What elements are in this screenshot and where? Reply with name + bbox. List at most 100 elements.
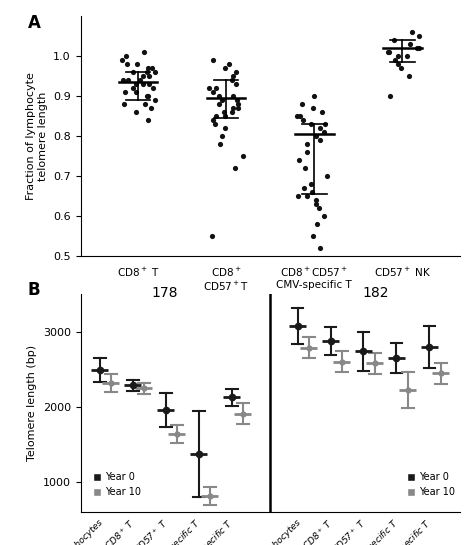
Point	[413, 44, 420, 53]
Point	[229, 92, 237, 101]
Point	[307, 120, 315, 129]
Text: CD8$^+$ T: CD8$^+$ T	[117, 266, 159, 279]
Point	[123, 60, 131, 69]
Point	[129, 84, 137, 93]
Point	[316, 124, 324, 132]
Point	[319, 108, 326, 117]
Point	[309, 104, 317, 113]
Point	[146, 72, 153, 81]
Point	[141, 48, 148, 57]
Point	[397, 64, 404, 72]
Point	[406, 40, 413, 49]
Point	[294, 192, 301, 201]
Text: CD8$^+$CD57$^+$: CD8$^+$CD57$^+$	[281, 266, 348, 279]
Point	[129, 68, 137, 77]
Point	[299, 116, 306, 125]
Point	[294, 112, 301, 120]
Point	[221, 112, 229, 120]
Point	[415, 44, 422, 53]
Point	[218, 132, 225, 141]
Text: CD57$^+$ NK: CD57$^+$ NK	[374, 266, 431, 279]
Point	[394, 52, 401, 60]
Point	[225, 60, 232, 69]
Point	[133, 60, 140, 69]
Point	[307, 180, 315, 189]
Point	[385, 48, 393, 57]
Point	[312, 200, 320, 209]
Text: 182: 182	[363, 286, 389, 300]
Point	[312, 196, 320, 204]
Text: 178: 178	[151, 286, 178, 300]
Point	[132, 80, 140, 89]
Point	[144, 64, 152, 72]
Point	[228, 108, 236, 117]
Point	[118, 56, 126, 65]
Point	[233, 96, 241, 105]
Point	[209, 232, 216, 240]
Point	[220, 108, 228, 117]
Point	[415, 32, 423, 41]
Point	[211, 120, 219, 129]
Point	[151, 68, 158, 77]
Text: CMV-specific T: CMV-specific T	[276, 280, 352, 290]
Point	[234, 104, 242, 113]
Point	[316, 136, 324, 144]
Point	[313, 220, 320, 228]
Point	[303, 148, 310, 156]
Point	[303, 192, 311, 201]
Point	[219, 96, 226, 105]
Point	[301, 184, 308, 192]
Point	[228, 76, 236, 84]
Point	[213, 112, 220, 120]
Point	[391, 36, 398, 45]
Point	[234, 100, 242, 108]
Point	[403, 52, 411, 60]
Point	[406, 72, 413, 81]
Point	[144, 116, 151, 125]
Point	[386, 92, 394, 101]
Point	[384, 48, 392, 57]
Point	[299, 100, 306, 108]
Point	[210, 56, 217, 65]
Point	[215, 92, 222, 101]
Point	[317, 244, 324, 252]
Point	[409, 28, 416, 37]
Point	[151, 96, 158, 105]
Point	[147, 104, 155, 113]
Point	[221, 64, 228, 72]
Point	[310, 92, 318, 101]
Point	[144, 92, 152, 101]
Point	[310, 232, 317, 240]
Point	[121, 88, 128, 96]
Point	[125, 76, 132, 84]
Point	[295, 156, 302, 165]
Point	[136, 76, 144, 84]
Point	[216, 140, 224, 149]
Text: CD8$^+$: CD8$^+$	[211, 266, 241, 279]
Point	[308, 188, 316, 197]
Point	[321, 120, 329, 129]
Point	[132, 108, 139, 117]
Point	[216, 100, 223, 108]
Point	[320, 212, 328, 221]
Point	[296, 112, 304, 120]
Text: CD57$^+$T: CD57$^+$T	[203, 280, 249, 293]
Point	[221, 124, 229, 132]
Y-axis label: Fraction of lymphocyte
telomere length: Fraction of lymphocyte telomere length	[26, 72, 47, 200]
Point	[315, 204, 323, 213]
Point	[232, 68, 240, 77]
Point	[212, 84, 219, 93]
Point	[229, 104, 237, 113]
Point	[149, 84, 157, 93]
Point	[143, 92, 151, 101]
Point	[141, 100, 149, 108]
Y-axis label: Telomere length (bp): Telomere length (bp)	[27, 345, 37, 462]
Text: B: B	[27, 281, 40, 299]
Text: A: A	[27, 14, 40, 32]
Point	[392, 56, 399, 65]
Point	[239, 152, 246, 161]
Legend: Year 0, Year 10: Year 0, Year 10	[403, 468, 459, 501]
Point	[209, 116, 217, 125]
Point	[132, 88, 140, 96]
Point	[229, 72, 237, 81]
